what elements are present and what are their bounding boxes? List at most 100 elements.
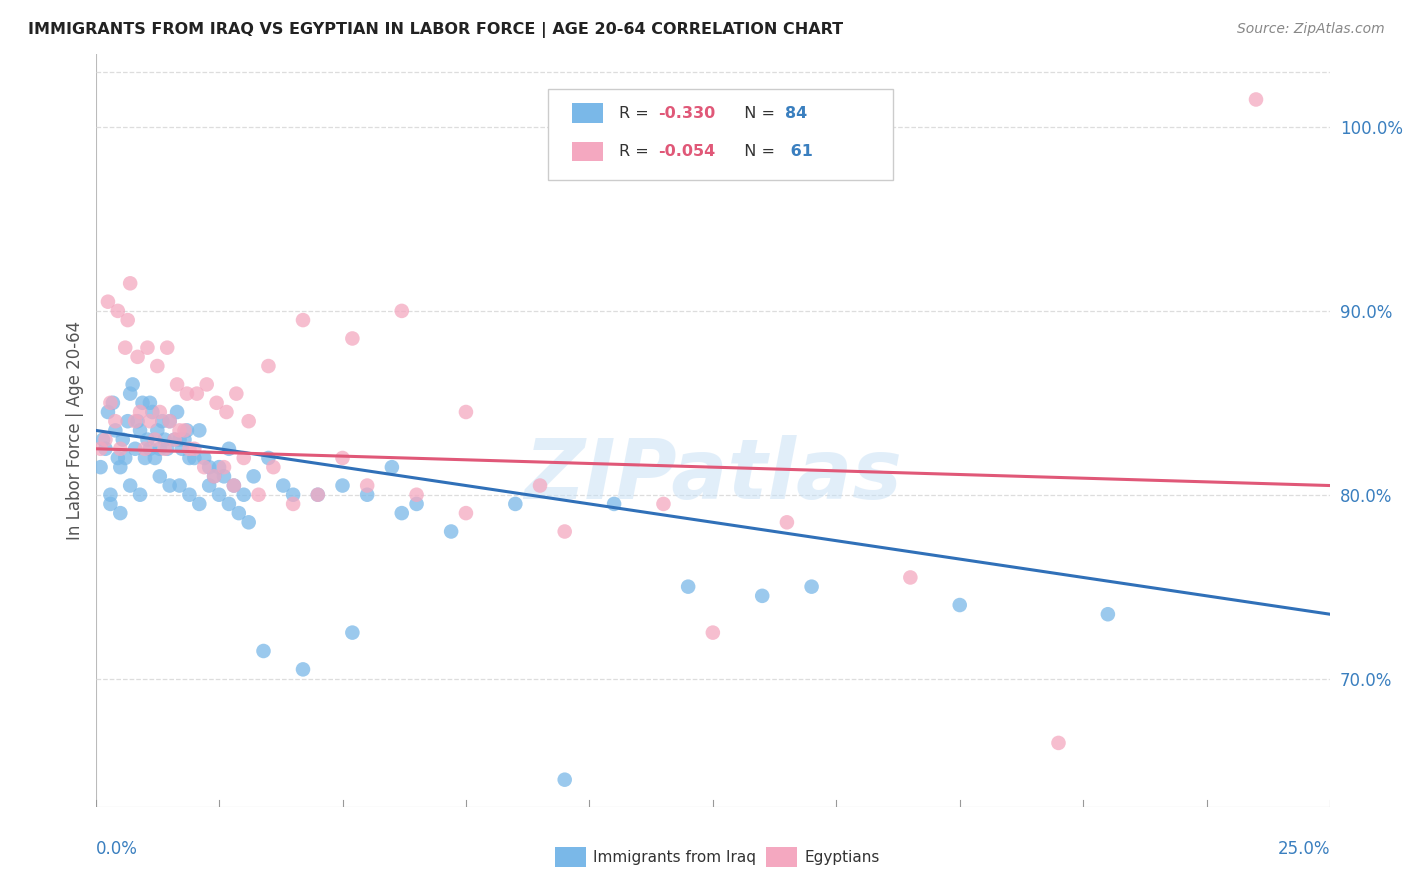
Point [94, 442, 117, 456]
Text: 61: 61 [785, 145, 813, 159]
Point [114, 450, 136, 465]
Point [208, 488, 231, 502]
Point [381, 460, 404, 475]
Point [307, 488, 329, 502]
Point [391, 506, 413, 520]
Point [257, 359, 280, 373]
Point [454, 405, 477, 419]
Point [218, 442, 240, 456]
Point [107, 304, 129, 318]
Point [127, 414, 149, 428]
Point [120, 386, 142, 401]
Text: IMMIGRANTS FROM IRAQ VS EGYPTIAN IN LABOR FORCE | AGE 20-64 CORRELATION CHART: IMMIGRANTS FROM IRAQ VS EGYPTIAN IN LABO… [28, 22, 844, 38]
Point [262, 460, 284, 475]
Point [120, 277, 142, 291]
Point [110, 460, 132, 475]
Point [150, 414, 173, 428]
Point [232, 488, 254, 502]
Text: N =: N = [734, 145, 780, 159]
Point [117, 414, 139, 428]
Point [104, 414, 127, 428]
Point [90, 442, 112, 456]
Text: 0.0%: 0.0% [96, 840, 138, 858]
Text: Immigrants from Iraq: Immigrants from Iraq [593, 850, 756, 864]
Point [247, 488, 270, 502]
Point [173, 423, 195, 437]
Point [208, 460, 231, 475]
Point [169, 433, 191, 447]
Point [90, 460, 112, 475]
Point [129, 488, 152, 502]
Point [110, 506, 132, 520]
Point [405, 488, 427, 502]
Point [163, 433, 186, 447]
Point [129, 405, 152, 419]
Point [222, 478, 245, 492]
Point [529, 478, 551, 492]
Point [554, 524, 576, 539]
Point [554, 772, 576, 787]
Point [342, 625, 364, 640]
Point [179, 450, 201, 465]
Text: N =: N = [734, 106, 780, 120]
Text: -0.330: -0.330 [658, 106, 716, 120]
Point [454, 506, 477, 520]
Point [163, 433, 186, 447]
Point [212, 469, 235, 483]
Point [176, 386, 198, 401]
Point [193, 450, 215, 465]
Point [405, 497, 427, 511]
Point [238, 414, 260, 428]
Point [242, 469, 264, 483]
Point [800, 580, 823, 594]
Point [193, 460, 215, 475]
Point [139, 414, 162, 428]
Point [281, 488, 304, 502]
Point [143, 450, 166, 465]
Text: Egyptians: Egyptians [804, 850, 880, 864]
Point [134, 450, 156, 465]
Point [139, 396, 162, 410]
Point [222, 478, 245, 492]
Point [159, 478, 181, 492]
Point [898, 570, 921, 584]
Point [117, 313, 139, 327]
Point [391, 304, 413, 318]
Point [169, 478, 191, 492]
Point [159, 414, 181, 428]
Point [173, 433, 195, 447]
Point [134, 442, 156, 456]
Point [1097, 607, 1119, 622]
Point [603, 497, 626, 511]
Point [129, 423, 152, 437]
Point [332, 478, 354, 492]
Point [228, 506, 250, 520]
Point [120, 478, 142, 492]
Point [100, 497, 122, 511]
Point [121, 377, 143, 392]
Point [139, 442, 162, 456]
Point [751, 589, 773, 603]
Point [100, 396, 122, 410]
Y-axis label: In Labor Force | Age 20-64: In Labor Force | Age 20-64 [66, 321, 84, 540]
Point [159, 414, 181, 428]
Point [257, 450, 280, 465]
Point [676, 580, 699, 594]
Point [202, 469, 225, 483]
Point [166, 377, 188, 392]
Point [505, 497, 527, 511]
Point [156, 341, 179, 355]
Point [149, 442, 172, 456]
Point [292, 662, 315, 676]
Point [225, 386, 247, 401]
Text: ZIPatlas: ZIPatlas [524, 435, 901, 516]
Text: R =: R = [619, 106, 654, 120]
Point [252, 644, 274, 658]
Point [124, 414, 146, 428]
Point [215, 405, 238, 419]
Point [356, 478, 378, 492]
Point [179, 488, 201, 502]
Point [949, 598, 972, 612]
Point [170, 442, 193, 456]
Point [146, 359, 169, 373]
